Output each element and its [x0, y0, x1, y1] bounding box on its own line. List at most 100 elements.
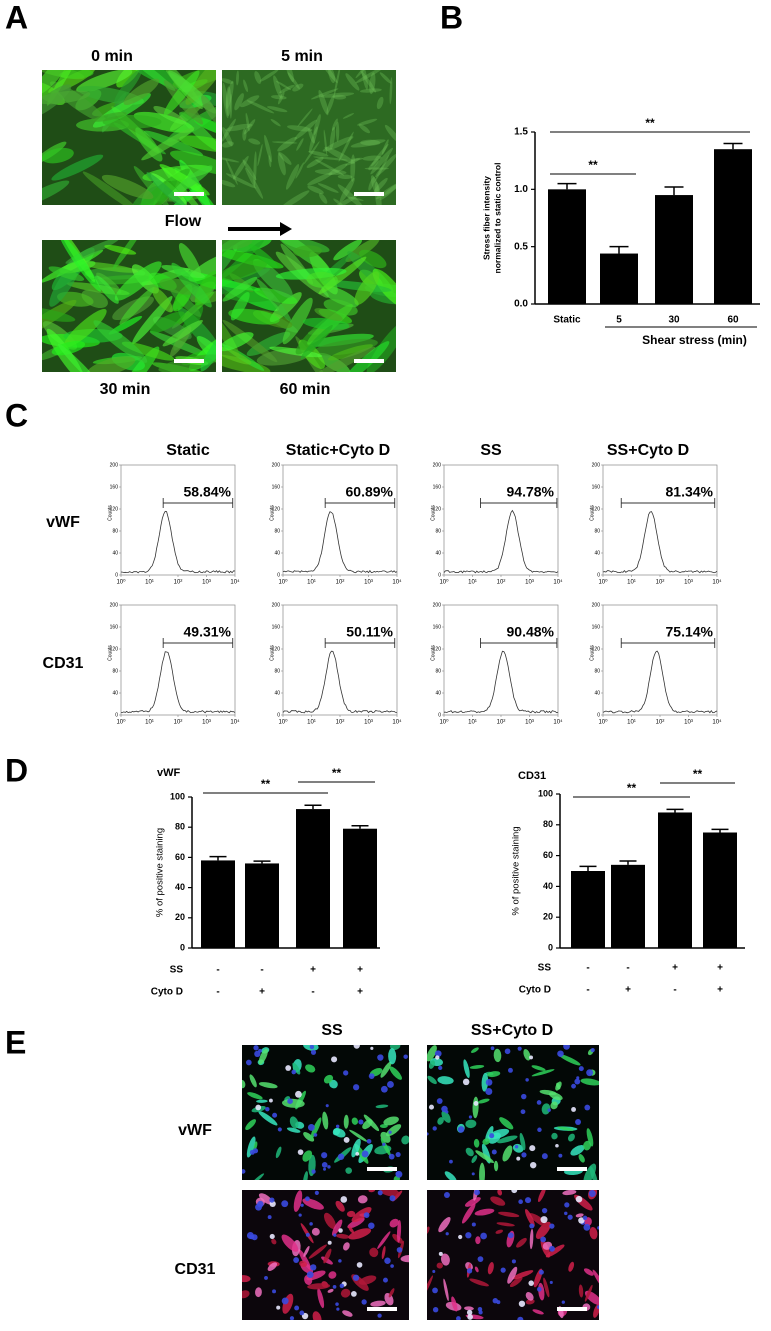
nucleus: [540, 1236, 547, 1243]
y-tick-label: 0: [438, 572, 441, 578]
cell: [102, 114, 162, 129]
histogram: 0 40 80 120 160 200 Counts 10⁰ 10¹ 10² 10³ 10⁴ 60.89…: [269, 462, 402, 585]
nucleus: [291, 1069, 297, 1075]
nucleus: [578, 1217, 585, 1224]
cell: [230, 291, 250, 321]
cell: [436, 1262, 443, 1269]
cell: [400, 1255, 409, 1263]
plot-frame: [120, 464, 236, 576]
cell: [314, 346, 376, 372]
cell: [101, 174, 154, 200]
nucleus: [549, 1245, 555, 1252]
y-tick-label: 120: [272, 506, 281, 512]
cell: [267, 106, 288, 113]
x-tick-label: 10³: [525, 580, 534, 586]
cell: [371, 143, 389, 167]
scale-bar: [174, 192, 204, 196]
cell: [584, 1284, 593, 1302]
nucleus: [338, 1228, 343, 1233]
nucleus: [358, 1119, 364, 1125]
cell: [369, 72, 376, 95]
nucleus: [467, 1314, 473, 1320]
cell: [342, 113, 354, 119]
cell: [279, 190, 310, 205]
x-tick-label: 10¹: [145, 720, 154, 726]
y-tick-label: 160: [272, 484, 281, 490]
cell: [389, 1218, 399, 1228]
y-tick-label: 0: [597, 712, 600, 718]
nucleus: [297, 1149, 304, 1155]
cell: [323, 1074, 334, 1084]
nucleus: [249, 1234, 255, 1240]
nucleus: [389, 1195, 396, 1202]
row-label: CD31: [43, 655, 84, 672]
nucleus: [337, 1153, 345, 1160]
cell: [509, 1276, 523, 1288]
nucleus: [321, 1162, 328, 1168]
nucleus: [332, 1285, 337, 1289]
cell: [278, 91, 285, 105]
cell: [496, 1222, 515, 1227]
cell: [96, 272, 122, 294]
y-axis-label: Counts: [589, 645, 595, 661]
y-tick-label: 200: [272, 602, 281, 608]
nucleus: [564, 1211, 568, 1216]
cell: [359, 249, 387, 269]
condition-sign: +: [672, 963, 678, 974]
y-tick-label: 20: [175, 912, 185, 922]
cell: [323, 1248, 332, 1264]
x-tick-label: 10³: [202, 580, 211, 586]
nucleus: [377, 1190, 383, 1196]
histogram: 0 40 80 120 160 200 Counts 10⁰ 10¹ 10² 10³ 10⁴ 75.14…: [589, 602, 722, 725]
nucleus: [276, 1305, 281, 1310]
x-tick-label: 10³: [364, 720, 373, 726]
cell: [258, 1111, 278, 1126]
nucleus: [253, 1148, 259, 1154]
cell: [42, 90, 91, 105]
cell: [308, 1244, 327, 1259]
condition-sign: -: [626, 963, 629, 974]
nucleus: [538, 1269, 544, 1275]
cell: [42, 307, 76, 322]
cell: [277, 136, 298, 152]
nucleus: [432, 1287, 438, 1294]
cell: [332, 1127, 341, 1136]
nucleus: [536, 1100, 542, 1105]
cell: [240, 95, 260, 108]
condition-sign: +: [357, 965, 363, 976]
cell: [475, 1150, 495, 1164]
cell: [345, 1167, 353, 1174]
x-tick-label: 10³: [684, 720, 693, 726]
cell: [388, 1288, 395, 1298]
cell: [242, 128, 247, 141]
cell: [497, 1190, 503, 1196]
nucleus: [540, 1216, 548, 1224]
cell: [245, 1119, 256, 1131]
nucleus: [264, 1275, 268, 1280]
nucleus: [310, 1049, 317, 1055]
cell: [338, 131, 354, 162]
y-axis-label: % of positive staining: [155, 828, 166, 917]
nucleus: [253, 1045, 259, 1051]
cell: [248, 243, 278, 269]
x-tick-label: 10⁰: [439, 579, 449, 586]
nucleus: [321, 1152, 328, 1159]
cell: [465, 1119, 477, 1129]
x-tick-label: 10⁰: [439, 719, 449, 726]
panel-label: D: [5, 752, 28, 788]
cell: [498, 1211, 520, 1218]
scale-bar: [354, 192, 384, 196]
y-tick-label: 160: [110, 484, 119, 490]
bar: [703, 832, 737, 948]
cell: [298, 1249, 312, 1270]
y-tick-label: 160: [433, 484, 442, 490]
cell: [317, 183, 339, 193]
bar: [548, 189, 586, 304]
cell: [346, 1210, 356, 1218]
cell: [132, 295, 173, 345]
nucleus: [377, 1313, 382, 1318]
cell: [287, 72, 300, 90]
nucleus: [325, 1104, 329, 1108]
cell: [354, 271, 380, 305]
micrograph: [222, 240, 396, 372]
